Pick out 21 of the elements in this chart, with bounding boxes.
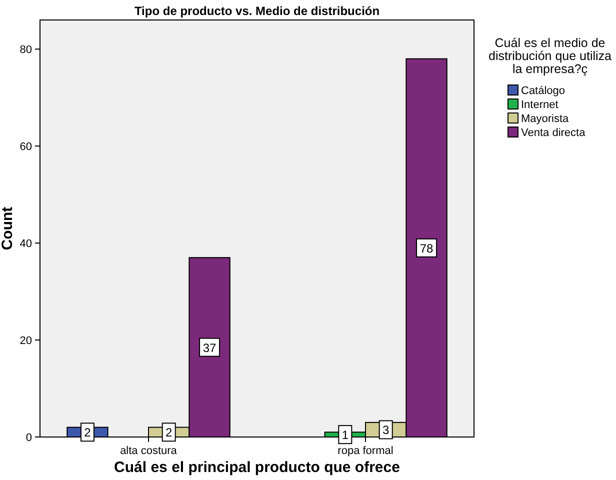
y-tick-label: 0 [26,432,32,444]
data-label: 2 [84,426,92,440]
y-tick-label: 60 [20,141,32,154]
legend-label: Venta directa [521,127,586,139]
legend-label: Mayorista [521,113,570,125]
y-tick-label: 40 [20,238,32,250]
x-tick-label: alta costura [120,445,178,457]
legend-label: Internet [521,99,558,111]
x-tick-label: ropa formal [338,445,394,457]
data-label: 2 [166,426,172,440]
data-label: 3 [382,423,390,438]
data-label: 1 [342,428,349,442]
y-tick-label: 20 [20,335,32,348]
legend-label: Catálogo [521,85,566,97]
y-axis-title: Count [0,206,16,250]
y-tick-label: 80 [20,44,32,56]
x-axis-title: Cuál es el principal producto que ofrece [114,459,400,476]
chart-title: Tipo de producto vs. Medio de distribución [134,4,380,18]
legend-title: Cuál es el medio de distribución que utiliza la empresa?ç [488,36,612,76]
data-label: 78 [420,241,434,256]
data-label: 37 [202,340,217,355]
